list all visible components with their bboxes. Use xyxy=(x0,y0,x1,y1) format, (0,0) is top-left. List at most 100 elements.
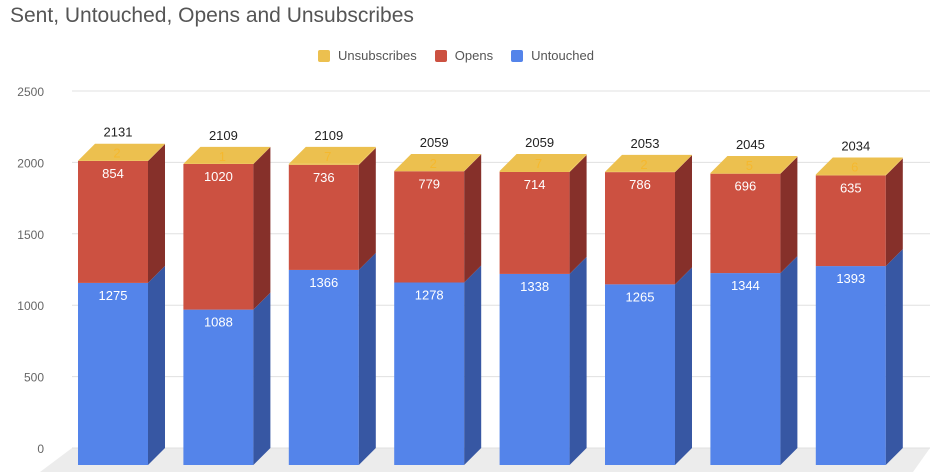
bar-unsubscribes-front xyxy=(288,163,359,165)
bar-top xyxy=(710,155,798,173)
bar-untouched-front xyxy=(499,273,570,465)
data-label: 635 xyxy=(840,180,862,195)
bar-top xyxy=(499,153,587,171)
bar-untouched-front xyxy=(815,266,886,465)
chart-title: Sent, Untouched, Opens and Unsubscribes xyxy=(10,4,414,27)
bar-opens-front xyxy=(183,163,254,310)
bar-untouched-side xyxy=(358,252,376,465)
total-label: 2053 xyxy=(631,136,660,151)
bar-group: 1088 1020 1 2109 xyxy=(183,128,271,465)
data-label: 1344 xyxy=(731,278,760,293)
bar-opens-front xyxy=(815,175,886,267)
total-label: 2109 xyxy=(314,128,343,143)
data-label: 786 xyxy=(629,177,651,192)
data-label: 714 xyxy=(524,177,546,192)
legend-label: Opens xyxy=(454,48,494,63)
bar-opens-front xyxy=(394,171,465,283)
bar-group: 1265 786 2 2053 xyxy=(605,136,692,465)
bar-opens-front xyxy=(288,164,359,270)
legend-swatch xyxy=(511,49,524,62)
total-label: 2059 xyxy=(420,135,449,150)
bar-top xyxy=(78,143,165,161)
bar-opens-side xyxy=(358,147,376,270)
bar-unsubscribes-side xyxy=(148,143,165,161)
bar-opens-side xyxy=(148,143,165,283)
bar-unsubscribes-side xyxy=(885,157,903,176)
y-tick-label: 2500 xyxy=(17,85,44,99)
bar-untouched-front xyxy=(710,273,781,465)
bar-untouched-side xyxy=(885,249,903,465)
data-label: 2 xyxy=(430,156,437,171)
y-tick-label: 1500 xyxy=(17,228,44,242)
bar-untouched-front xyxy=(288,269,359,465)
data-label: 1278 xyxy=(415,288,444,303)
floor xyxy=(40,448,930,472)
y-tick-label: 500 xyxy=(24,371,44,385)
data-label: 1393 xyxy=(836,271,865,286)
bar-top xyxy=(394,153,482,171)
bar-group: 1275 854 2 2131 xyxy=(78,125,165,465)
total-label: 2059 xyxy=(525,135,554,150)
data-label: 7 xyxy=(324,149,331,164)
bar-untouched-side xyxy=(675,267,692,465)
data-label: 1 xyxy=(219,149,226,164)
data-label: 854 xyxy=(102,166,124,181)
legend-label: Untouched xyxy=(531,48,594,63)
legend-item-untouched[interactable]: Untouched xyxy=(511,48,594,63)
bar-unsubscribes-side xyxy=(253,146,271,164)
bar-opens-side xyxy=(885,158,903,267)
bar-untouched-side xyxy=(569,256,587,465)
bar-opens-side xyxy=(675,155,692,285)
bar-untouched-side xyxy=(780,256,798,465)
bar-top xyxy=(183,146,271,164)
data-label: 5 xyxy=(746,158,753,173)
bar-unsubscribes-side xyxy=(464,153,482,172)
bar-group: 1344 696 5 2045 xyxy=(710,137,798,465)
legend-item-unsubscribes[interactable]: Unsubscribes xyxy=(318,48,417,63)
total-label: 2109 xyxy=(209,128,238,143)
bar-untouched-front xyxy=(605,284,675,465)
data-label: 1265 xyxy=(626,289,655,304)
data-label: 1366 xyxy=(309,275,338,290)
y-tick-label: 1000 xyxy=(17,299,44,313)
bar-opens-side xyxy=(569,154,587,274)
bar-untouched-side xyxy=(253,292,271,465)
bar-group: 1393 635 6 2034 xyxy=(815,139,903,465)
legend-swatch xyxy=(318,49,330,62)
data-label: 2 xyxy=(113,146,120,161)
bar-opens-front xyxy=(710,173,781,274)
legend-label: Unsubscribes xyxy=(338,48,417,63)
bar-opens-side xyxy=(780,156,798,274)
bar-top xyxy=(815,157,903,175)
bar-unsubscribes-side xyxy=(675,154,692,173)
bar-group: 1278 779 2 2059 xyxy=(394,135,482,465)
bar-opens-front xyxy=(605,172,675,285)
y-tick-label: 0 xyxy=(37,442,44,456)
total-label: 2034 xyxy=(841,139,870,154)
bar-unsubscribes-front xyxy=(710,172,781,174)
bar-unsubscribes-front xyxy=(815,174,886,176)
bar-top xyxy=(288,146,376,164)
data-label: 736 xyxy=(313,170,335,185)
data-label: 1088 xyxy=(204,315,233,330)
bar-opens-side xyxy=(253,146,271,310)
total-label: 2045 xyxy=(736,137,765,152)
bar-untouched-side xyxy=(148,265,165,465)
legend: Unsubscribes Opens Untouched xyxy=(318,48,594,63)
bar-unsubscribes-side xyxy=(780,155,798,174)
legend-swatch xyxy=(434,49,447,62)
bar-untouched-side xyxy=(464,265,482,465)
data-label: 779 xyxy=(418,176,440,191)
data-label: 1275 xyxy=(99,288,128,303)
data-label: 696 xyxy=(735,179,757,194)
bar-opens-front xyxy=(78,160,148,283)
bar-opens-side xyxy=(464,154,482,283)
data-label: 2 xyxy=(640,157,647,172)
data-label: 1020 xyxy=(204,169,233,184)
data-label: 7 xyxy=(535,156,542,171)
bar-unsubscribes-side xyxy=(358,146,376,165)
legend-item-opens[interactable]: Opens xyxy=(434,48,494,63)
bar-untouched-front xyxy=(78,282,148,465)
bar-untouched-front xyxy=(394,282,465,465)
